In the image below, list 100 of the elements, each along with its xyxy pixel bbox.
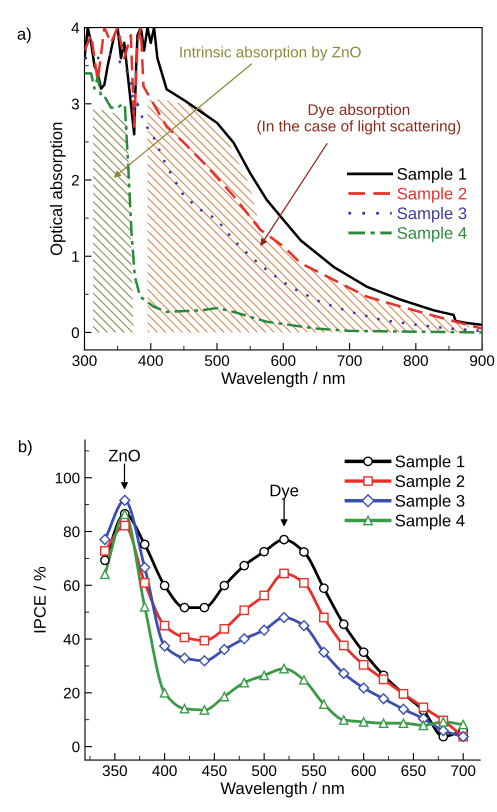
point [100,555,110,566]
point [160,620,170,630]
point [378,674,388,684]
point [358,660,369,670]
point [418,702,428,712]
point [458,720,468,730]
y-axis-title: Optical absorption [50,122,66,256]
point [140,602,150,612]
point [299,675,309,685]
point [198,655,210,666]
point [418,720,428,730]
y-tick-label: 100 [56,472,80,484]
point [418,713,429,724]
legend-label: Sample 4 [395,514,465,530]
y-axis-title: IPCE / % [34,566,46,632]
x-tick-label: 500 [204,355,230,366]
y-tick-label: 4 [71,22,80,34]
x-tick-label: 350 [102,765,127,776]
y-tick-label: 0 [72,327,80,338]
legend-label: Sample 2 [395,474,464,490]
point [279,664,289,674]
point [238,633,250,644]
point [218,644,230,656]
y-tick-label: 40 [63,634,80,645]
point [259,670,269,680]
legend-label: Sample 3 [395,494,464,510]
point [378,693,390,704]
legend-label: Sample 1 [395,455,464,471]
x-tick-label: 800 [404,355,428,366]
point [200,602,210,612]
point [298,620,310,632]
y-tick-label: 80 [64,526,80,538]
point [398,718,408,728]
point [159,640,170,652]
point [180,602,190,612]
legend-label: Sample 4 [397,226,467,242]
point [100,569,110,580]
point [299,578,309,588]
x-tick-label: 500 [252,765,276,776]
point [200,636,210,646]
point [219,624,230,634]
point [139,562,150,574]
point [180,632,190,642]
point [318,699,329,709]
point [219,580,230,590]
point [239,605,250,616]
legend-label: Sample 1 [397,168,466,184]
x-tick-label: 900 [470,355,494,366]
y-tick-label: 3 [72,98,79,110]
point [358,682,370,694]
x-tick-label: 700 [451,765,476,776]
point [338,715,349,725]
point [140,540,150,550]
point [180,704,190,714]
x-tick-label: 600 [271,355,296,366]
x-tick-label: 400 [152,765,177,776]
point [219,692,230,702]
point [358,716,369,727]
point [140,578,150,588]
point [160,688,170,698]
point [378,718,388,728]
text: a) [18,28,31,44]
annotation: ZnO [108,450,140,462]
y-tick-label: 20 [64,688,80,699]
point [318,612,329,622]
point [338,640,349,650]
point [398,704,410,715]
point [318,583,329,594]
x-tick-label: 300 [72,355,97,366]
point [99,534,110,546]
x-tick-label: 700 [338,355,362,366]
annotation: Dye absorption (In the case of light scattering) [257,104,460,135]
text: b) [18,440,32,456]
point [338,619,349,630]
y-tick-label: 60 [64,580,80,591]
point [299,547,309,557]
annotation: Dye [270,484,298,500]
x-axis-title: Wavelength / nm [221,372,344,388]
annotation: Intrinsic absorption by ZnO [180,46,361,61]
x-tick-label: 400 [138,355,163,366]
legend-label: Sample 3 [397,206,466,223]
point [279,568,289,578]
point [259,546,269,557]
y-tick-label: 0 [72,741,80,752]
point [200,705,210,715]
x-axis-title: Wavelength / nm [220,782,344,798]
point [278,612,290,624]
point [100,546,110,556]
x-tick-label: 650 [401,765,426,776]
point [438,725,449,736]
point [160,580,170,590]
x-tick-label: 550 [302,765,326,776]
point [119,494,130,506]
legend-label: Sample 2 [397,187,466,203]
point [120,520,130,530]
point [178,652,190,664]
x-tick-label: 450 [202,765,227,776]
x-tick-label: 600 [352,765,376,776]
point [338,668,350,680]
point [239,560,250,571]
